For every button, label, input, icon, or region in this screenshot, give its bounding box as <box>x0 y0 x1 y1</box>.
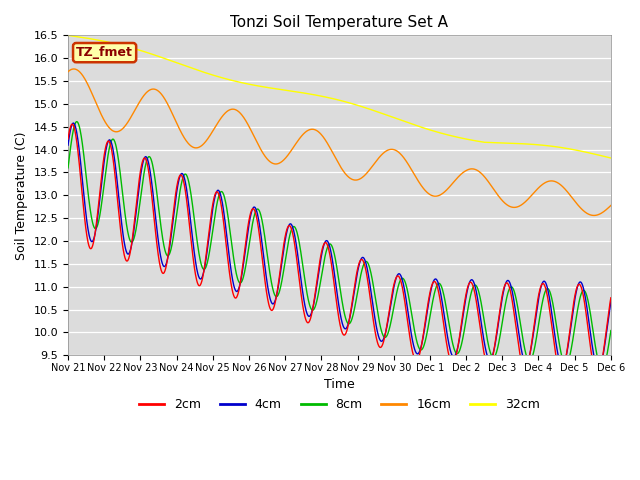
Text: TZ_fmet: TZ_fmet <box>76 46 133 59</box>
Legend: 2cm, 4cm, 8cm, 16cm, 32cm: 2cm, 4cm, 8cm, 16cm, 32cm <box>134 393 545 416</box>
Title: Tonzi Soil Temperature Set A: Tonzi Soil Temperature Set A <box>230 15 449 30</box>
Y-axis label: Soil Temperature (C): Soil Temperature (C) <box>15 131 28 260</box>
X-axis label: Time: Time <box>324 378 355 391</box>
